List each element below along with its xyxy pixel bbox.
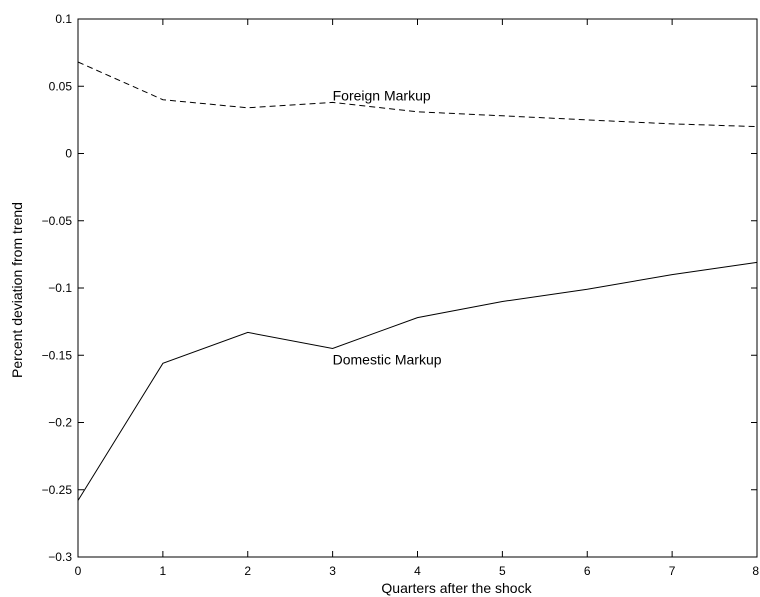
x-axis-ticks: 0 1 2 3 4 5 6 7 8 (75, 19, 759, 578)
x-tick-label: 2 (244, 564, 251, 578)
y-tick-label: 0 (65, 147, 72, 161)
x-tick-label: 3 (329, 564, 336, 578)
y-axis-ticks: −0.3 −0.25 −0.2 −0.15 −0.1 −0.05 0 0.05 0.1 (42, 12, 757, 564)
series-line-foreign-markup (77, 61, 758, 128)
annotation-layer: Foreign Markup Domestic Markup (333, 88, 442, 368)
x-tick-label: 5 (499, 564, 506, 578)
series-annotation: Foreign Markup (333, 88, 431, 104)
y-tick-label: −0.15 (42, 348, 73, 362)
x-tick-label: 8 (752, 564, 759, 578)
y-tick-label: 0.1 (55, 12, 72, 26)
y-tick-label: −0.3 (48, 550, 72, 564)
y-tick-label: −0.05 (42, 214, 73, 228)
x-tick-label: 7 (669, 564, 676, 578)
series-annotation: Domestic Markup (333, 351, 442, 367)
y-tick-label: −0.1 (48, 281, 72, 295)
series-layer (77, 61, 758, 501)
x-tick-label: 6 (584, 564, 591, 578)
y-axis-label: Percent deviation from trend (9, 202, 25, 378)
y-tick-label: −0.2 (48, 416, 72, 430)
x-tick-label: 0 (75, 564, 82, 578)
y-tick-label: 0.05 (49, 79, 73, 93)
x-tick-label: 1 (160, 564, 167, 578)
x-axis-label: Quarters after the shock (381, 580, 532, 596)
y-tick-label: −0.25 (42, 483, 73, 497)
series-line-domestic-markup (77, 261, 758, 501)
x-tick-label: 4 (414, 564, 421, 578)
